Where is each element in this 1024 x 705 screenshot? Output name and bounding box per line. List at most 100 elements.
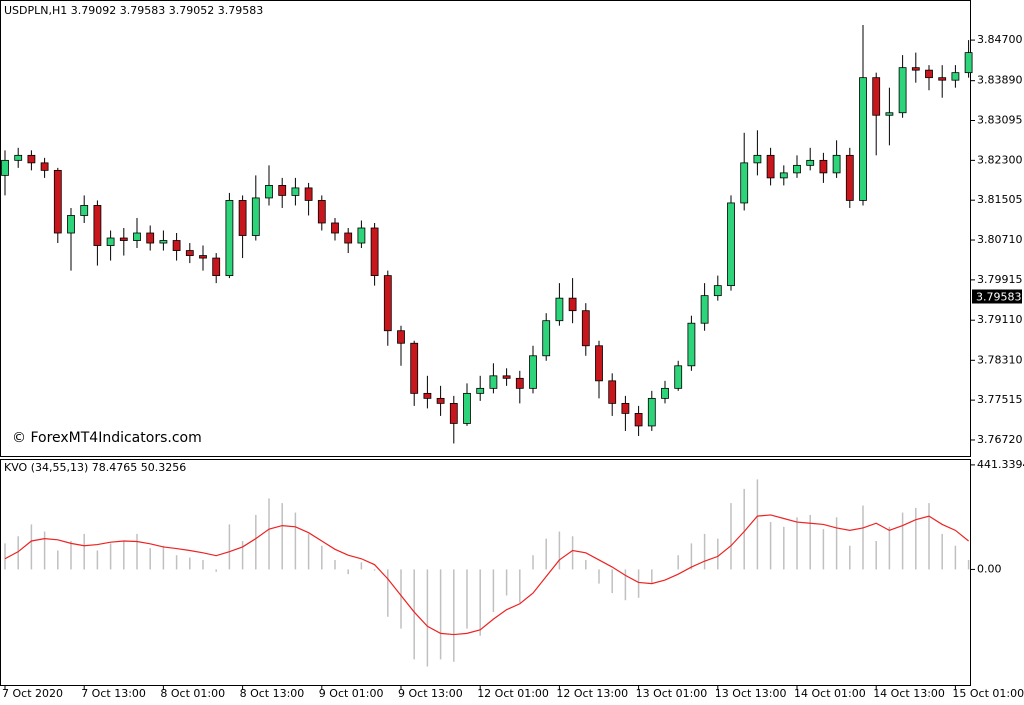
- x-tick-label: 8 Oct 13:00: [240, 687, 305, 700]
- chart-title: USDPLN,H1 3.79092 3.79583 3.79052 3.7958…: [4, 4, 263, 17]
- candle-body: [845, 154, 854, 201]
- candle-body: [859, 77, 867, 201]
- candle-body: [727, 202, 735, 287]
- candle-body: [106, 237, 115, 246]
- x-tick-label: 14 Oct 01:00: [794, 687, 866, 700]
- candle-body: [304, 187, 313, 201]
- y-tick-label: 3.79915: [977, 273, 1023, 286]
- y-tick-label: 3.81505: [977, 193, 1023, 206]
- last-price-label: 3.79583: [976, 290, 1022, 303]
- last-price-box: [972, 289, 1022, 304]
- candle-body: [344, 232, 353, 244]
- candle-body: [370, 227, 379, 277]
- candle-body: [674, 365, 683, 389]
- candle-body: [463, 392, 471, 424]
- candle-body: [80, 205, 89, 216]
- candle-body: [265, 185, 273, 199]
- candle-body: [911, 67, 920, 71]
- candle-body: [938, 77, 947, 81]
- candle-body: [634, 413, 643, 427]
- y-tick-label: 3.82300: [977, 153, 1023, 166]
- candle-body: [383, 275, 392, 332]
- candle-body: [740, 162, 749, 204]
- candle-body: [40, 162, 49, 171]
- candle-body: [53, 169, 62, 234]
- candle-body: [687, 322, 696, 367]
- y-tick-label: 3.80710: [977, 233, 1023, 246]
- candle-body: [489, 375, 498, 389]
- indicator-title: KVO (34,55,13) 78.4765 50.3256: [4, 461, 186, 474]
- x-tick-label: 15 Oct 01:00: [952, 687, 1024, 700]
- candle-body: [806, 159, 815, 166]
- candle-body: [661, 387, 669, 399]
- y-tick-label: 3.78310: [977, 353, 1023, 366]
- candle-body: [212, 257, 221, 277]
- candle-body: [819, 159, 828, 174]
- x-tick-label: 14 Oct 13:00: [873, 687, 945, 700]
- candle-body: [185, 250, 194, 256]
- y-tick-label: 3.76720: [977, 433, 1023, 446]
- candle-body: [93, 205, 102, 246]
- candle-body: [317, 200, 326, 224]
- candle-body: [595, 345, 603, 382]
- candle-body: [951, 72, 960, 81]
- x-tick-label: 7 Oct 2020: [2, 687, 63, 700]
- candle-body: [172, 240, 181, 251]
- candle-body: [502, 375, 511, 379]
- candle-body: [251, 197, 260, 236]
- y-tick-label: 3.79110: [977, 313, 1023, 326]
- candle-body: [146, 232, 155, 244]
- candle-body: [119, 237, 128, 241]
- x-tick-label: 9 Oct 13:00: [398, 687, 463, 700]
- candle-body: [581, 310, 590, 347]
- indicator-pane: [0, 459, 971, 686]
- candle-body: [885, 112, 894, 116]
- candle-body: [713, 285, 722, 297]
- candle-body: [423, 392, 432, 399]
- candle-body: [647, 397, 656, 427]
- candle-body: [225, 200, 234, 277]
- candle-body: [67, 215, 75, 234]
- signal-line: [4, 514, 969, 636]
- candle-body: [199, 255, 207, 259]
- candle-body: [331, 222, 339, 234]
- y-tick-label: 0.00: [977, 562, 1002, 575]
- candle-body: [793, 164, 801, 174]
- candle-body: [700, 295, 709, 324]
- candle-body: [621, 402, 630, 414]
- candle-body: [14, 154, 23, 161]
- candle-body: [766, 154, 775, 179]
- y-tick-label: 3.83890: [977, 74, 1023, 87]
- x-tick-label: 8 Oct 01:00: [160, 687, 225, 700]
- candle-body: [1, 159, 9, 176]
- candle-body: [238, 200, 247, 236]
- candle-body: [898, 67, 907, 114]
- candle-body: [410, 342, 419, 394]
- x-tick-label: 7 Oct 13:00: [81, 687, 146, 700]
- candle-body: [753, 154, 762, 164]
- x-tick-label: 13 Oct 13:00: [715, 687, 787, 700]
- candle-body: [159, 240, 168, 244]
- x-tick-label: 12 Oct 13:00: [556, 687, 628, 700]
- candle-body: [436, 397, 445, 404]
- candle-body: [779, 172, 788, 179]
- x-tick-label: 9 Oct 01:00: [319, 687, 384, 700]
- y-tick-label: 3.84700: [977, 33, 1023, 46]
- candle-body: [357, 227, 366, 244]
- candle-body: [529, 355, 537, 389]
- x-tick-label: 13 Oct 01:00: [636, 687, 708, 700]
- candle-body: [291, 187, 300, 196]
- candle-body: [449, 402, 458, 424]
- candle-body: [608, 380, 617, 404]
- watermark: © ForexMT4Indicators.com: [12, 430, 202, 446]
- candle-body: [476, 387, 485, 394]
- x-tick-label: 12 Oct 01:00: [477, 687, 549, 700]
- y-tick-label: 441.3394: [977, 458, 1024, 471]
- main-pane: [0, 0, 971, 457]
- y-tick-label: 3.77515: [977, 393, 1023, 406]
- candle-body: [964, 52, 973, 74]
- candle-body: [27, 154, 36, 164]
- y-tick-label: 3.83095: [977, 114, 1023, 127]
